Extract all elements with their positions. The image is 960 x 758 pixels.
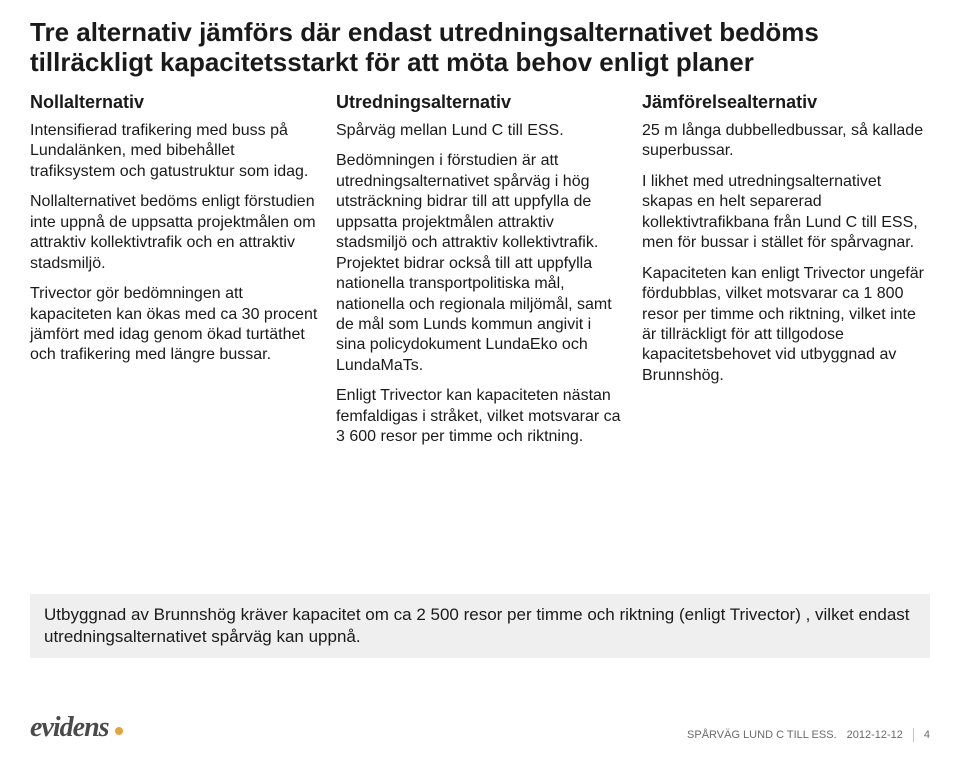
body-paragraph: Bedömningen i förstudien är att utrednin… — [336, 151, 624, 376]
footer-date: 2012-12-12 — [847, 729, 903, 741]
callout-box: Utbyggnad av Brunnshög kräver kapacitet … — [30, 594, 930, 658]
body-paragraph: Spårväg mellan Lund C till ESS. — [336, 121, 624, 141]
column-heading: Utredningsalternativ — [336, 92, 624, 113]
column-jamforelsealternativ: Jämförelsealternativ 25 m långa dubbelle… — [642, 92, 930, 458]
body-paragraph: Nollalternativet bedöms enligt förstudie… — [30, 192, 318, 274]
logo-dot-icon — [115, 727, 123, 735]
logo-text: evidens — [30, 712, 109, 744]
footer-project: SPÅRVÄG LUND C TILL ESS. — [687, 729, 837, 741]
slide-title: Tre alternativ jämförs där endast utredn… — [30, 18, 930, 78]
body-paragraph: Enligt Trivector kan kapaciteten nästan … — [336, 386, 624, 447]
column-heading: Jämförelsealternativ — [642, 92, 930, 113]
footer-page-number: 4 — [924, 729, 930, 741]
body-paragraph: Kapaciteten kan enligt Trivector ungefär… — [642, 264, 930, 387]
evidens-logo: evidens — [30, 712, 123, 744]
column-nollalternativ: Nollalternativ Intensifierad trafikering… — [30, 92, 318, 458]
slide-page: Tre alternativ jämförs där endast utredn… — [0, 0, 960, 758]
slide-footer: SPÅRVÄG LUND C TILL ESS. 2012-12-12 4 — [687, 728, 930, 742]
column-utredningsalternativ: Utredningsalternativ Spårväg mellan Lund… — [336, 92, 624, 458]
footer-divider-icon — [913, 728, 914, 742]
body-paragraph: Intensifierad trafikering med buss på Lu… — [30, 121, 318, 182]
body-paragraph: I likhet med utredningsalternativet skap… — [642, 172, 930, 254]
column-heading: Nollalternativ — [30, 92, 318, 113]
body-paragraph: 25 m långa dubbelledbussar, så kallade s… — [642, 121, 930, 162]
columns-container: Nollalternativ Intensifierad trafikering… — [30, 92, 930, 458]
body-paragraph: Trivector gör bedömningen att kapacitete… — [30, 284, 318, 366]
callout-text: Utbyggnad av Brunnshög kräver kapacitet … — [44, 604, 916, 648]
